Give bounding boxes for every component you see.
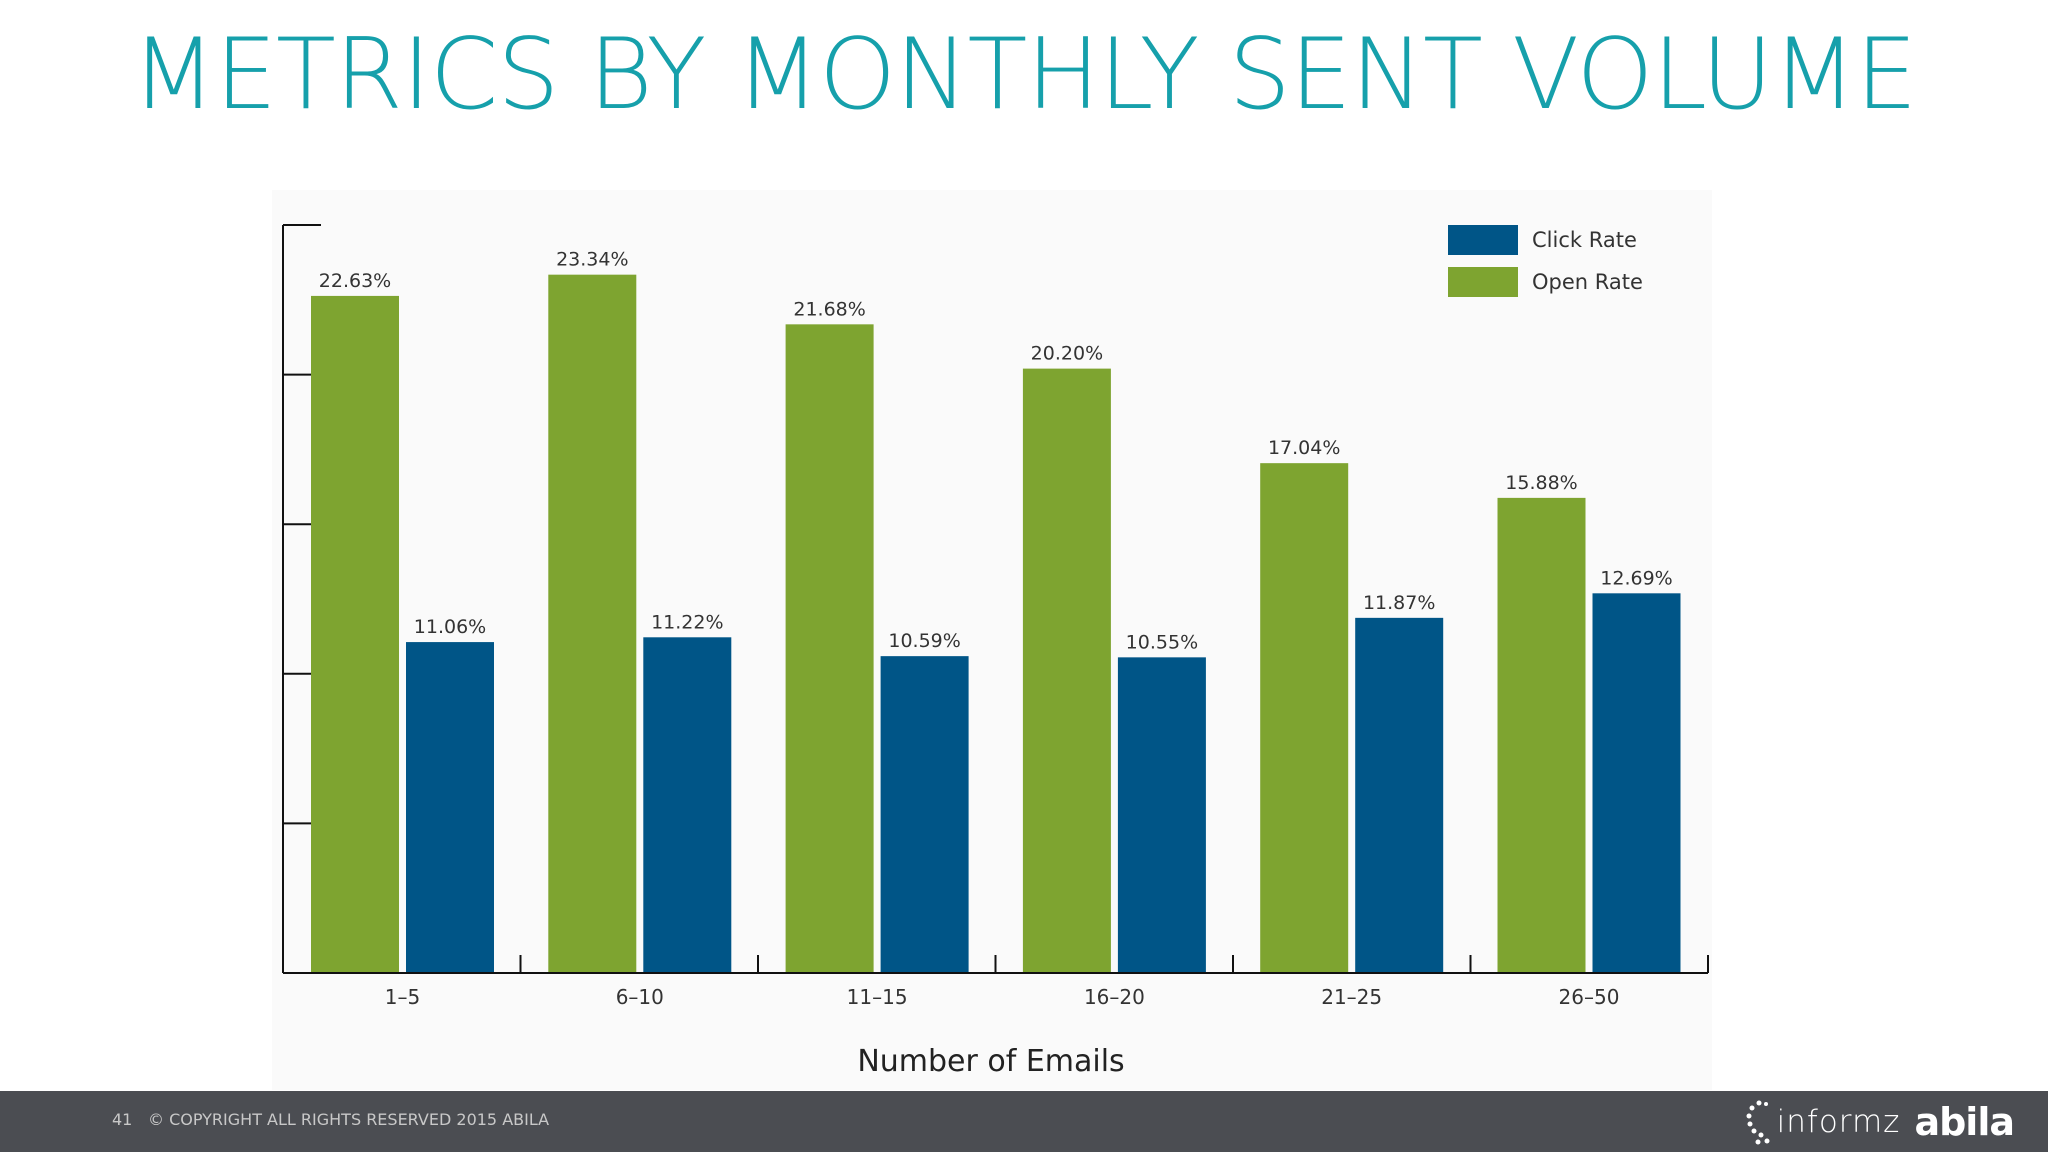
open-rate-data-label: 15.88% — [1505, 472, 1577, 494]
click-rate-bar — [643, 637, 732, 973]
open-rate-bar — [1022, 368, 1111, 974]
click-rate-bar — [406, 642, 494, 973]
open-rate-data-label: 17.04% — [1268, 437, 1340, 459]
open-rate-data-label: 23.34% — [556, 249, 628, 271]
footer: 41 © COPYRIGHT ALL RIGHTS RESERVED 2015 … — [0, 1091, 2048, 1152]
legend-label-click-rate: Click Rate — [1532, 228, 1637, 252]
click-rate-bar — [1592, 593, 1681, 973]
open-rate-bar — [1497, 497, 1586, 973]
x-axis-title: Number of Emails — [857, 1044, 1124, 1079]
legend-swatch-click-rate — [1448, 225, 1518, 255]
click-rate-bar — [880, 656, 969, 973]
bar-chart: 22.63% 11.06% 1–5 23.34% 11.22% 6–10 21.68% 10.… — [282, 224, 1709, 1079]
click-rate-data-label: 10.55% — [1126, 631, 1198, 653]
click-rate-bar — [1117, 657, 1206, 973]
open-rate-bar — [1260, 463, 1349, 973]
click-rate-data-label: 11.22% — [651, 611, 723, 633]
logo-abila: abila — [1914, 1100, 2015, 1144]
click-rate-data-label: 10.59% — [888, 630, 960, 652]
x-tick-label: 6–10 — [616, 985, 664, 1009]
open-rate-data-label: 22.63% — [319, 270, 391, 292]
open-rate-data-label: 20.20% — [1031, 343, 1103, 365]
x-tick-label: 11–15 — [847, 985, 908, 1009]
x-tick-label: 16–20 — [1084, 985, 1145, 1009]
click-rate-bar — [1355, 617, 1444, 973]
x-tick-label: 21–25 — [1321, 985, 1382, 1009]
legend-label-open-rate: Open Rate — [1532, 270, 1643, 294]
open-rate-bar — [548, 274, 637, 973]
slide-number: 41 — [112, 1110, 133, 1129]
open-rate-bar — [311, 295, 399, 973]
copyright-notice: © COPYRIGHT ALL RIGHTS RESERVED 2015 ABI… — [148, 1110, 550, 1129]
legend-swatch-open-rate — [1448, 267, 1518, 297]
chart-panel: 22.63% 11.06% 1–5 23.34% 11.22% 6–10 21.68% 10.… — [272, 190, 1712, 1090]
x-tick-label: 26–50 — [1559, 985, 1620, 1009]
informz-dots-icon — [1746, 1100, 1770, 1145]
x-tick-label: 1–5 — [385, 985, 420, 1009]
click-rate-data-label: 11.06% — [414, 616, 486, 638]
open-rate-bar — [785, 324, 874, 973]
logo-area: informz abila — [1745, 1097, 2015, 1147]
click-rate-data-label: 11.87% — [1363, 592, 1435, 614]
click-rate-data-label: 12.69% — [1600, 567, 1672, 589]
open-rate-data-label: 21.68% — [793, 298, 865, 320]
logo-informz: informz — [1776, 1104, 1901, 1140]
slide-title: METRICS BY MONTHLY SENT VOLUME — [131, 18, 1918, 132]
